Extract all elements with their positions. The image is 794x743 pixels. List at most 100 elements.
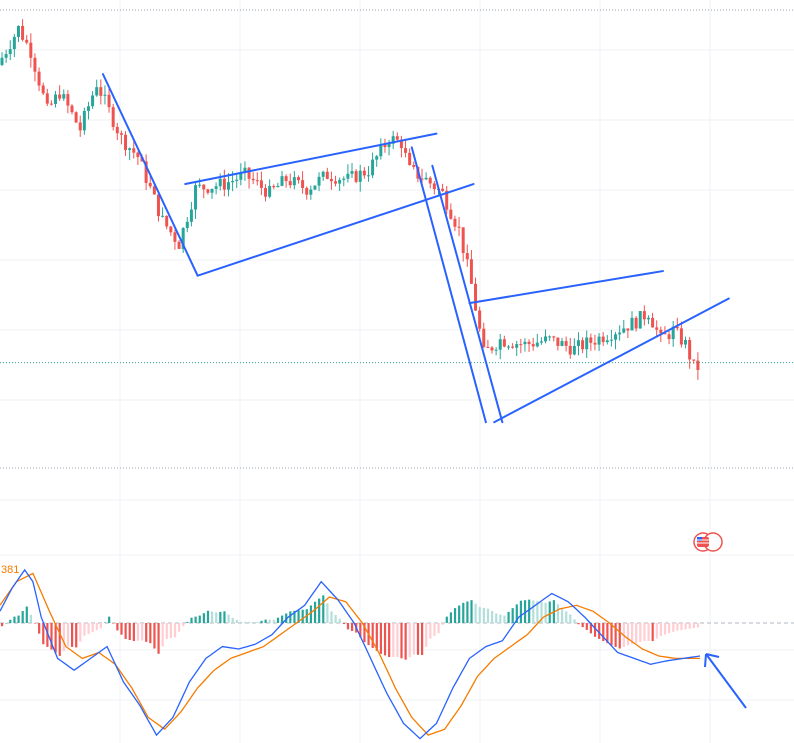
flag-icon[interactable] <box>693 532 723 552</box>
candle-body <box>375 156 379 160</box>
candle-body <box>469 259 473 284</box>
candle-body <box>486 346 490 348</box>
macd-histogram-bar <box>663 623 667 635</box>
macd-histogram-bar <box>503 615 506 623</box>
candle-body <box>395 136 399 140</box>
macd-histogram-bar <box>136 623 140 641</box>
macd-histogram-bar <box>153 623 156 649</box>
macd-histogram-bar <box>293 610 296 623</box>
macd-histogram-bar <box>421 623 424 655</box>
candle-body <box>667 334 671 340</box>
candle-body <box>247 167 251 179</box>
macd-histogram-bar <box>313 601 317 623</box>
trend-line-upper-2 <box>468 270 664 305</box>
candle-body <box>679 328 683 345</box>
macd-histogram-bar <box>54 623 57 653</box>
macd-histogram-bar <box>581 623 584 628</box>
macd-histogram-bar <box>116 623 119 631</box>
candle-body <box>21 26 25 40</box>
macd-histogram-bar <box>635 623 638 644</box>
candle-body <box>494 349 498 351</box>
macd-line <box>0 568 701 740</box>
drawing-layer <box>101 73 730 424</box>
macd-histogram-bar <box>338 618 341 623</box>
macd-histogram-bar <box>655 623 658 639</box>
candle-body <box>334 181 338 184</box>
candle-body <box>0 57 4 65</box>
candle-body <box>321 171 325 177</box>
macd-histogram-bar <box>66 623 70 647</box>
macd-histogram-bar <box>602 623 605 642</box>
macd-histogram-bar <box>112 623 115 624</box>
macd-histogram-bar <box>46 623 49 647</box>
candle-body <box>12 36 16 50</box>
macd-histogram-bar <box>289 611 292 623</box>
macd-histogram-bar <box>561 608 564 623</box>
candle-body <box>646 317 650 320</box>
candle-body <box>576 340 580 346</box>
macd-histogram-bar <box>589 623 593 634</box>
macd-histogram-bar <box>449 612 453 623</box>
macd-histogram-bar <box>491 611 494 623</box>
candle-body <box>210 188 214 193</box>
candle-body <box>222 178 226 190</box>
candle-body <box>107 94 111 108</box>
candle-body <box>325 171 329 179</box>
candle-body <box>482 328 486 347</box>
candle-body <box>25 39 29 43</box>
macd-histogram-bar <box>404 623 407 660</box>
macd-histogram-bar <box>643 623 646 642</box>
candle-body <box>453 218 457 227</box>
candle-body <box>235 179 239 181</box>
macd-histogram-bar <box>252 621 255 623</box>
trend-line-upper-1 <box>184 132 438 186</box>
candle-body <box>45 93 49 104</box>
candle-body <box>399 139 403 149</box>
candle-body <box>292 177 296 186</box>
macd-histogram-bar <box>536 601 539 623</box>
candle-body <box>58 94 62 99</box>
macd-histogram-bar <box>346 623 350 630</box>
candle-body <box>638 311 642 329</box>
macd-histogram-bar <box>38 623 41 634</box>
candle-body <box>66 94 70 106</box>
macd-histogram-bar <box>108 616 111 623</box>
candle-body <box>284 176 288 182</box>
macd-histogram-bar <box>5 623 8 624</box>
macd-histogram-bar <box>198 615 201 623</box>
macd-histogram-bar <box>639 623 642 643</box>
candle-body <box>231 180 235 183</box>
candle-body <box>329 178 333 182</box>
annotation-arrow[interactable] <box>704 653 747 709</box>
macd-histogram-bar <box>569 614 572 623</box>
macd-histogram-bar <box>388 623 391 657</box>
macd-histogram-bar <box>412 623 415 655</box>
candle-body <box>609 339 613 341</box>
macd-histogram-bar <box>309 605 313 623</box>
macd-histogram-bar <box>178 623 181 632</box>
macd-histogram-bar <box>243 621 247 623</box>
candle-body <box>506 346 510 348</box>
macd-histogram-bar <box>425 623 428 647</box>
candle-body <box>379 144 383 157</box>
macd-histogram-bar <box>688 623 691 629</box>
candle-body <box>91 95 95 107</box>
macd-histogram-bar <box>565 611 568 623</box>
candle-body <box>264 187 268 197</box>
candle-body <box>185 221 189 229</box>
candle-body <box>432 183 436 190</box>
candle-body <box>165 215 169 227</box>
macd-histogram-bar <box>58 623 61 656</box>
macd-histogram-bar <box>392 623 395 657</box>
candle-body <box>391 136 395 144</box>
candle-body <box>572 345 576 355</box>
candle-body <box>692 359 696 361</box>
macd-histogram-bar <box>231 617 234 623</box>
candle-body <box>519 344 523 346</box>
candle-body <box>465 253 469 260</box>
candle-body <box>387 143 391 148</box>
candle-body <box>552 336 556 338</box>
candle-body <box>630 317 634 331</box>
macd-histogram-bar <box>206 610 210 623</box>
